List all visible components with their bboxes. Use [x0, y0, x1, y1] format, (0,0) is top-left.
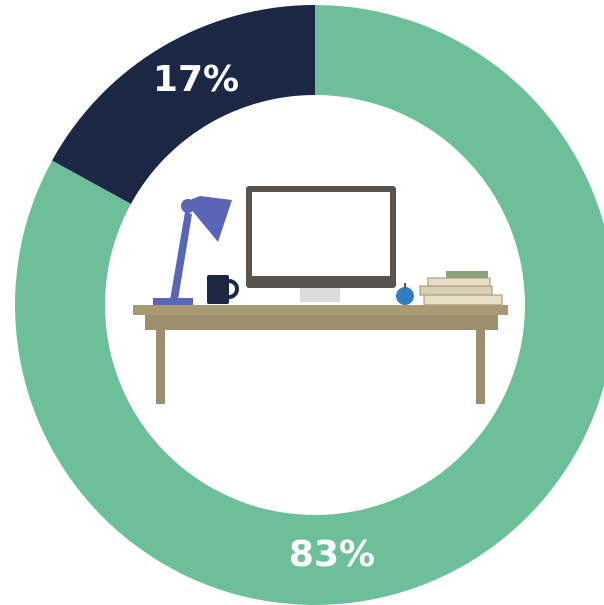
book: [446, 271, 488, 278]
desk-leg: [156, 330, 165, 404]
book: [427, 277, 491, 287]
apple-stem: [404, 283, 406, 289]
desk-top: [133, 305, 508, 315]
monitor-screen: [252, 192, 390, 276]
desk-illustration: [133, 186, 508, 404]
desk-apron: [145, 315, 498, 330]
apple: [396, 287, 414, 305]
desk-leg: [476, 330, 485, 404]
value-label: 83%: [289, 534, 375, 575]
book: [419, 285, 493, 296]
lamp-head: [185, 196, 232, 242]
donut-slice: [52, 5, 315, 204]
lamp-arm: [170, 212, 192, 300]
monitor-stand: [300, 288, 340, 302]
value-label: 17%: [153, 59, 239, 100]
book: [423, 294, 503, 306]
donut-slice: [15, 5, 604, 605]
mug-handle: [228, 279, 239, 299]
donut: [15, 5, 604, 605]
mug: [207, 275, 229, 304]
lamp-base: [153, 298, 193, 305]
